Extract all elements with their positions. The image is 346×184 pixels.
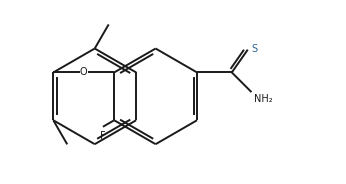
Text: NH₂: NH₂ xyxy=(254,94,273,104)
Text: F: F xyxy=(100,131,106,141)
Text: O: O xyxy=(80,67,88,77)
Text: S: S xyxy=(251,44,257,54)
